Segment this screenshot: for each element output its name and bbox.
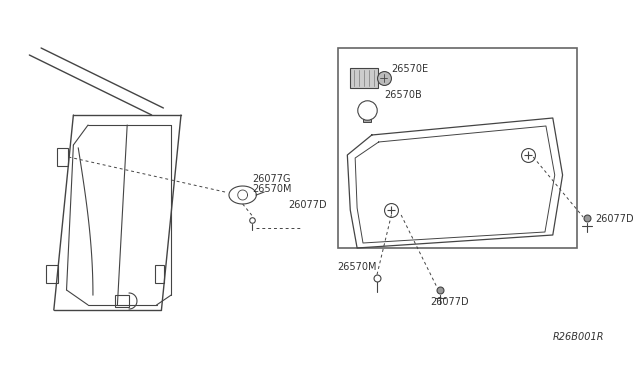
Bar <box>363 116 371 122</box>
Text: 26077D: 26077D <box>595 214 634 224</box>
Bar <box>155 265 164 283</box>
Text: 26570B: 26570B <box>385 90 422 100</box>
Text: 26077D: 26077D <box>431 297 469 307</box>
Text: 26570M: 26570M <box>337 262 377 272</box>
Text: 26570M: 26570M <box>252 184 292 194</box>
Bar <box>350 68 378 88</box>
Bar <box>57 148 68 166</box>
Text: 26077G: 26077G <box>252 174 291 184</box>
Text: 26077D: 26077D <box>289 200 327 210</box>
Text: 26570E: 26570E <box>391 64 429 74</box>
Bar <box>46 265 58 283</box>
Bar <box>337 48 577 248</box>
Bar <box>115 295 129 307</box>
Text: R26B001R: R26B001R <box>553 332 604 342</box>
